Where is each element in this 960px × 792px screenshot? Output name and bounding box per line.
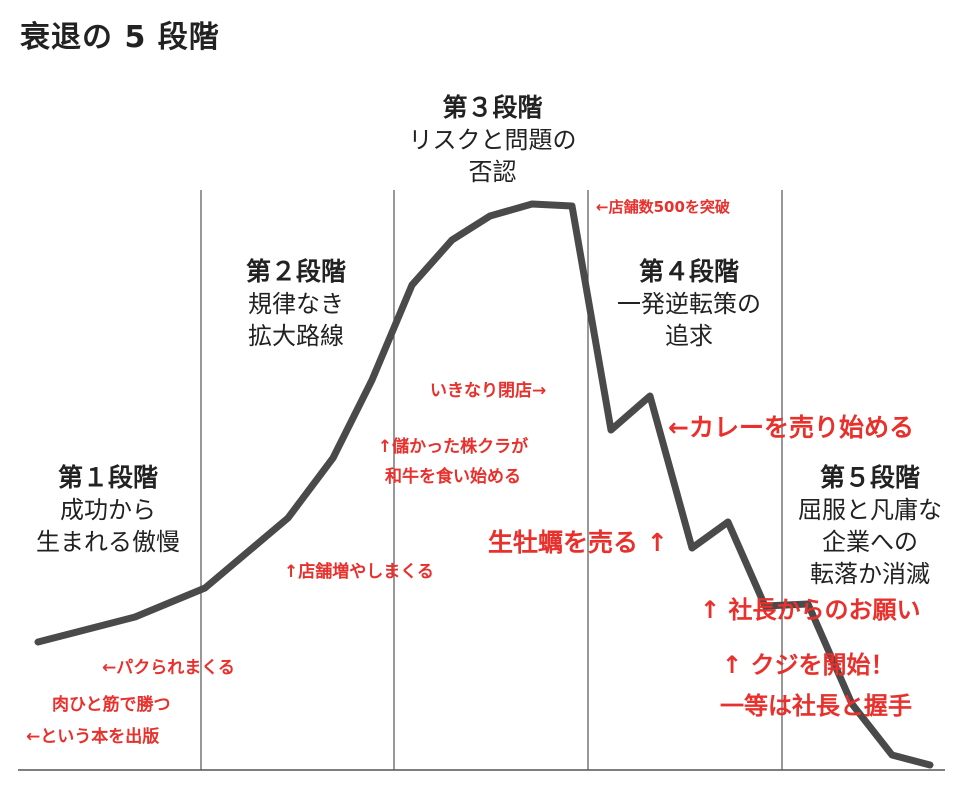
note-toppa: ←店舗数500を突破 [596, 198, 730, 216]
stage-2-desc-1: 規律なき [248, 290, 344, 318]
decline-curve [34, 200, 934, 769]
page-title: 衰退の 5 段階 [20, 20, 220, 55]
stage-5-desc-2: 企業への [822, 528, 918, 556]
stage-3-desc-2: 否認 [468, 158, 517, 186]
note-kabu: ↑儲かった株クラが 和牛を食い始める [355, 432, 551, 492]
note-kabu-2: 和牛を食い始める [385, 467, 521, 487]
stage-5-desc-1: 屈服と凡庸な [798, 496, 942, 524]
stage-4-label: 第４段階 一発逆転策の 追求 [594, 256, 784, 352]
note-kaki: 生牡蠣を売る ↑ [488, 528, 668, 557]
stage-5-desc-3: 転落か消滅 [810, 560, 930, 588]
note-kuji-1: ↑ クジを開始！ [722, 651, 895, 679]
stage-4-head: 第４段階 [638, 257, 739, 286]
note-kabu-1: ↑儲かった株クラが [377, 437, 529, 457]
note-book-2: ←という本を出版 [26, 727, 160, 747]
note-heiten: いきなり閉店→ [430, 381, 547, 401]
note-tenpo-zou: ↑店舗増やしまくる [284, 562, 434, 582]
stage-5-head: 第５段階 [819, 463, 920, 492]
stage-1-desc-1: 成功から [60, 496, 156, 524]
stage-2-desc-2: 拡大路線 [248, 322, 344, 350]
stage-4-desc-2: 追求 [665, 322, 713, 350]
stage-1-desc-2: 生まれる傲慢 [36, 528, 180, 556]
stage-3-label: 第３段階 リスクと問題の 否認 [395, 92, 590, 188]
stage-1-label: 第１段階 成功から 生まれる傲慢 [18, 462, 198, 558]
note-onegai: ↑ 社長からのお願い [700, 596, 921, 624]
note-book-1: 肉ひと筋で勝つ [52, 695, 171, 715]
stage-2-head: 第２段階 [245, 257, 346, 286]
stage-1-head: 第１段階 [57, 463, 158, 492]
note-kuji-2: 一等は社長と握手 [720, 692, 912, 720]
note-curry: ←カレーを売り始める [668, 413, 914, 442]
stage-2-label: 第２段階 規律なき 拡大路線 [206, 256, 386, 352]
stage-5-label: 第５段階 屈服と凡庸な 企業への 転落か消滅 [784, 462, 956, 590]
stage-3-head: 第３段階 [442, 93, 543, 122]
stage-3-desc-1: リスクと問題の [408, 126, 577, 154]
note-pakurare: ←パクられまくる [102, 658, 235, 678]
stage-4-desc-1: 一発逆転策の [617, 290, 761, 318]
